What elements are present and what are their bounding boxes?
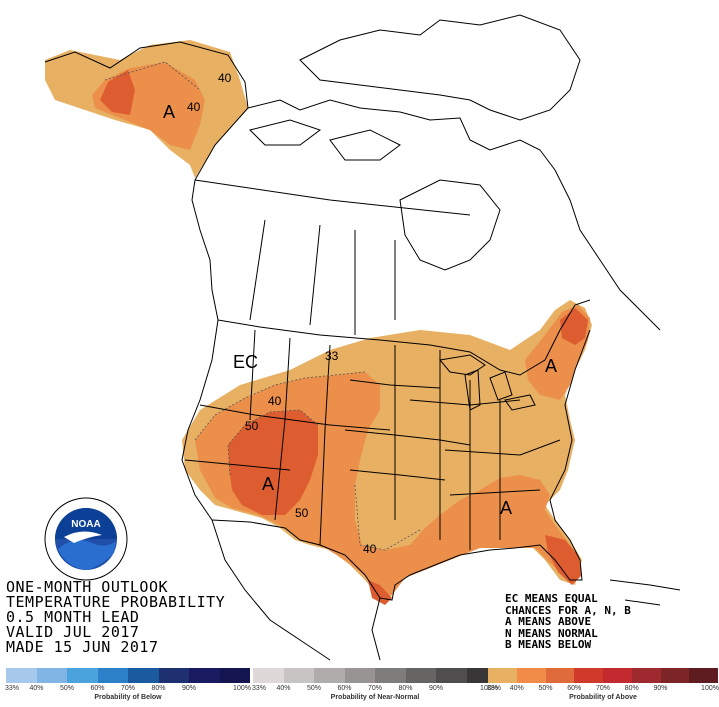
contour-40-texas: 40: [363, 542, 377, 556]
key-line-3: A MEANS ABOVE: [505, 615, 592, 628]
scale-above-tick: 33%: [486, 685, 502, 692]
scale-above-tick: 60%: [567, 685, 582, 692]
key-line-1: EC MEANS EQUAL: [505, 592, 598, 605]
alaska-above-50-region: [100, 70, 135, 115]
scale-below-swatch: [36, 668, 67, 683]
scale-normal-tick: 90%: [428, 685, 444, 692]
scale-above-swatch: [488, 668, 517, 683]
scale-normal-tick: 100%: [480, 685, 498, 692]
scale-below-tick: 90%: [181, 685, 197, 692]
scale-below-label: Probability of Below: [94, 694, 162, 701]
scale-below-swatch: [158, 668, 189, 683]
title-line-2: TEMPERATURE PROBABILITY: [6, 593, 226, 611]
scale-below-tick: 60%: [90, 685, 105, 692]
key-line-4: N MEANS NORMAL: [505, 626, 598, 640]
title-line-3: 0.5 MONTH LEAD: [6, 608, 140, 626]
scale-below-swatch: [189, 668, 220, 683]
scale-below-tick: 40%: [29, 685, 44, 692]
scale-normal-tick: 40%: [276, 685, 291, 692]
scale-below-tick: 33%: [4, 685, 20, 692]
scale-above-tick: 50%: [538, 685, 553, 692]
southeast-above-label: A: [500, 498, 512, 518]
contour-33-label: 33: [325, 349, 339, 363]
contour-40-alaska-a: 40: [218, 71, 232, 85]
boundary-lines: [44, 14, 681, 661]
scale-above-swatch: [689, 668, 718, 683]
southwest-above-label: A: [262, 474, 274, 494]
scale-below-swatch: [97, 668, 128, 683]
scale-below-ticks: 33% 40% 50% 60% 70% 80% 90% 100%: [4, 683, 251, 693]
scale-normal-tick: 70%: [367, 685, 383, 692]
scale-above-swatch: [660, 668, 690, 683]
contour-40-northwest: 40: [268, 394, 282, 408]
key-line-5: B MEANS BELOW: [505, 638, 592, 651]
scale-above: 33% 40% 50% 60% 70% 80% 90% 100% Probability of…: [486, 668, 719, 704]
scale-below-tick: 50%: [59, 685, 75, 692]
scale-normal-swatch: [405, 668, 436, 683]
scale-above-swatch: [516, 668, 546, 683]
scale-above-swatch: [545, 668, 575, 683]
scale-normal-swatch: [283, 668, 314, 683]
scale-normal: 33% 40% 50% 60% 70% 80% 90% 100% Probability of…: [251, 668, 498, 704]
southwest-above-50-region: [228, 410, 318, 515]
scale-normal-tick: 33%: [251, 685, 267, 692]
scale-above-swatch: [631, 668, 661, 683]
northeast-above-50-region: [560, 308, 588, 345]
outlook-title-block: ONE-MONTH OUTLOOK TEMPERATURE PROBABILIT…: [6, 580, 225, 655]
scale-below-swatch: [128, 668, 159, 683]
scale-above-swatch: [574, 668, 603, 683]
scale-below-tick: 100%: [233, 685, 251, 692]
alaska-above-label: A: [163, 102, 175, 122]
scale-normal-swatch: [253, 668, 284, 683]
probability-contours: [104, 61, 421, 551]
scale-above-tick: 80%: [624, 685, 639, 692]
scale-above-tick: 100%: [701, 685, 719, 692]
scale-normal-tick: 50%: [306, 685, 322, 692]
scale-below-bar: [6, 668, 250, 683]
contour-40-alaska-b: 40: [187, 100, 201, 114]
ec-label: EC: [233, 352, 258, 372]
scale-above-tick: 40%: [509, 685, 524, 692]
scale-above-ticks: 33% 40% 50% 60% 70% 80% 90% 100%: [486, 683, 719, 693]
noaa-logo-text: NOAA: [71, 519, 100, 530]
scale-below-tick: 80%: [151, 685, 166, 692]
northeast-above-label: A: [545, 356, 557, 376]
scale-above-swatch: [603, 668, 632, 683]
key-line-2: CHANCES FOR A, N, B: [505, 603, 631, 617]
scale-normal-ticks: 33% 40% 50% 60% 70% 80% 90% 100%: [251, 683, 498, 693]
scale-normal-swatch: [314, 668, 345, 683]
scale-above-tick: 90%: [653, 685, 668, 692]
scale-normal-swatch: [375, 668, 406, 683]
scale-normal-tick: 80%: [398, 685, 413, 692]
scale-below-swatch: [6, 668, 37, 683]
scale-normal-bar: [253, 668, 497, 683]
scale-normal-swatch: [436, 668, 467, 683]
scale-above-tick: 70%: [595, 685, 611, 692]
scale-below-tick: 70%: [120, 685, 136, 692]
scale-normal-label: Probability of Near-Normal: [330, 694, 420, 701]
florida-above-50-region: [545, 535, 582, 585]
scale-normal-tick: 60%: [337, 685, 352, 692]
contour-50-southwest: 50: [295, 506, 309, 520]
title-line-1: ONE-MONTH OUTLOOK: [6, 578, 169, 596]
scale-below-swatch: [219, 668, 250, 683]
scale-below-swatch: [67, 668, 98, 683]
title-line-4: VALID JUL 2017: [6, 623, 140, 641]
title-line-5: MADE 15 JUN 2017: [6, 638, 159, 656]
scale-above-label: Probability of Above: [569, 694, 637, 701]
scale-below: 33% 40% 50% 60% 70% 80% 90% 100% Probability of…: [4, 668, 251, 704]
noaa-logo: NOAA: [44, 497, 128, 581]
scale-normal-swatch: [344, 668, 375, 683]
contour-50-west: 50: [245, 419, 259, 433]
scale-above-bar: [488, 668, 718, 683]
key-notes: EC MEANS EQUAL CHANCES FOR A, N, B A MEA…: [505, 593, 631, 651]
